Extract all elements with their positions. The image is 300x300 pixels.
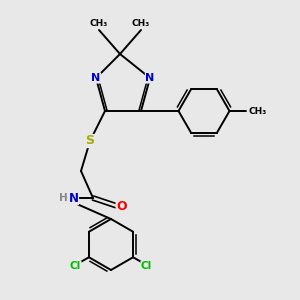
Text: N: N <box>92 73 100 83</box>
Text: N: N <box>146 73 154 83</box>
Text: CH₃: CH₃ <box>90 20 108 28</box>
Text: H: H <box>58 193 68 203</box>
Text: Cl: Cl <box>141 261 152 271</box>
Text: CH₃: CH₃ <box>248 106 267 116</box>
Text: O: O <box>116 200 127 214</box>
Text: Cl: Cl <box>70 261 81 271</box>
Text: S: S <box>85 134 94 148</box>
Text: CH₃: CH₃ <box>132 20 150 28</box>
Text: N: N <box>68 191 79 205</box>
